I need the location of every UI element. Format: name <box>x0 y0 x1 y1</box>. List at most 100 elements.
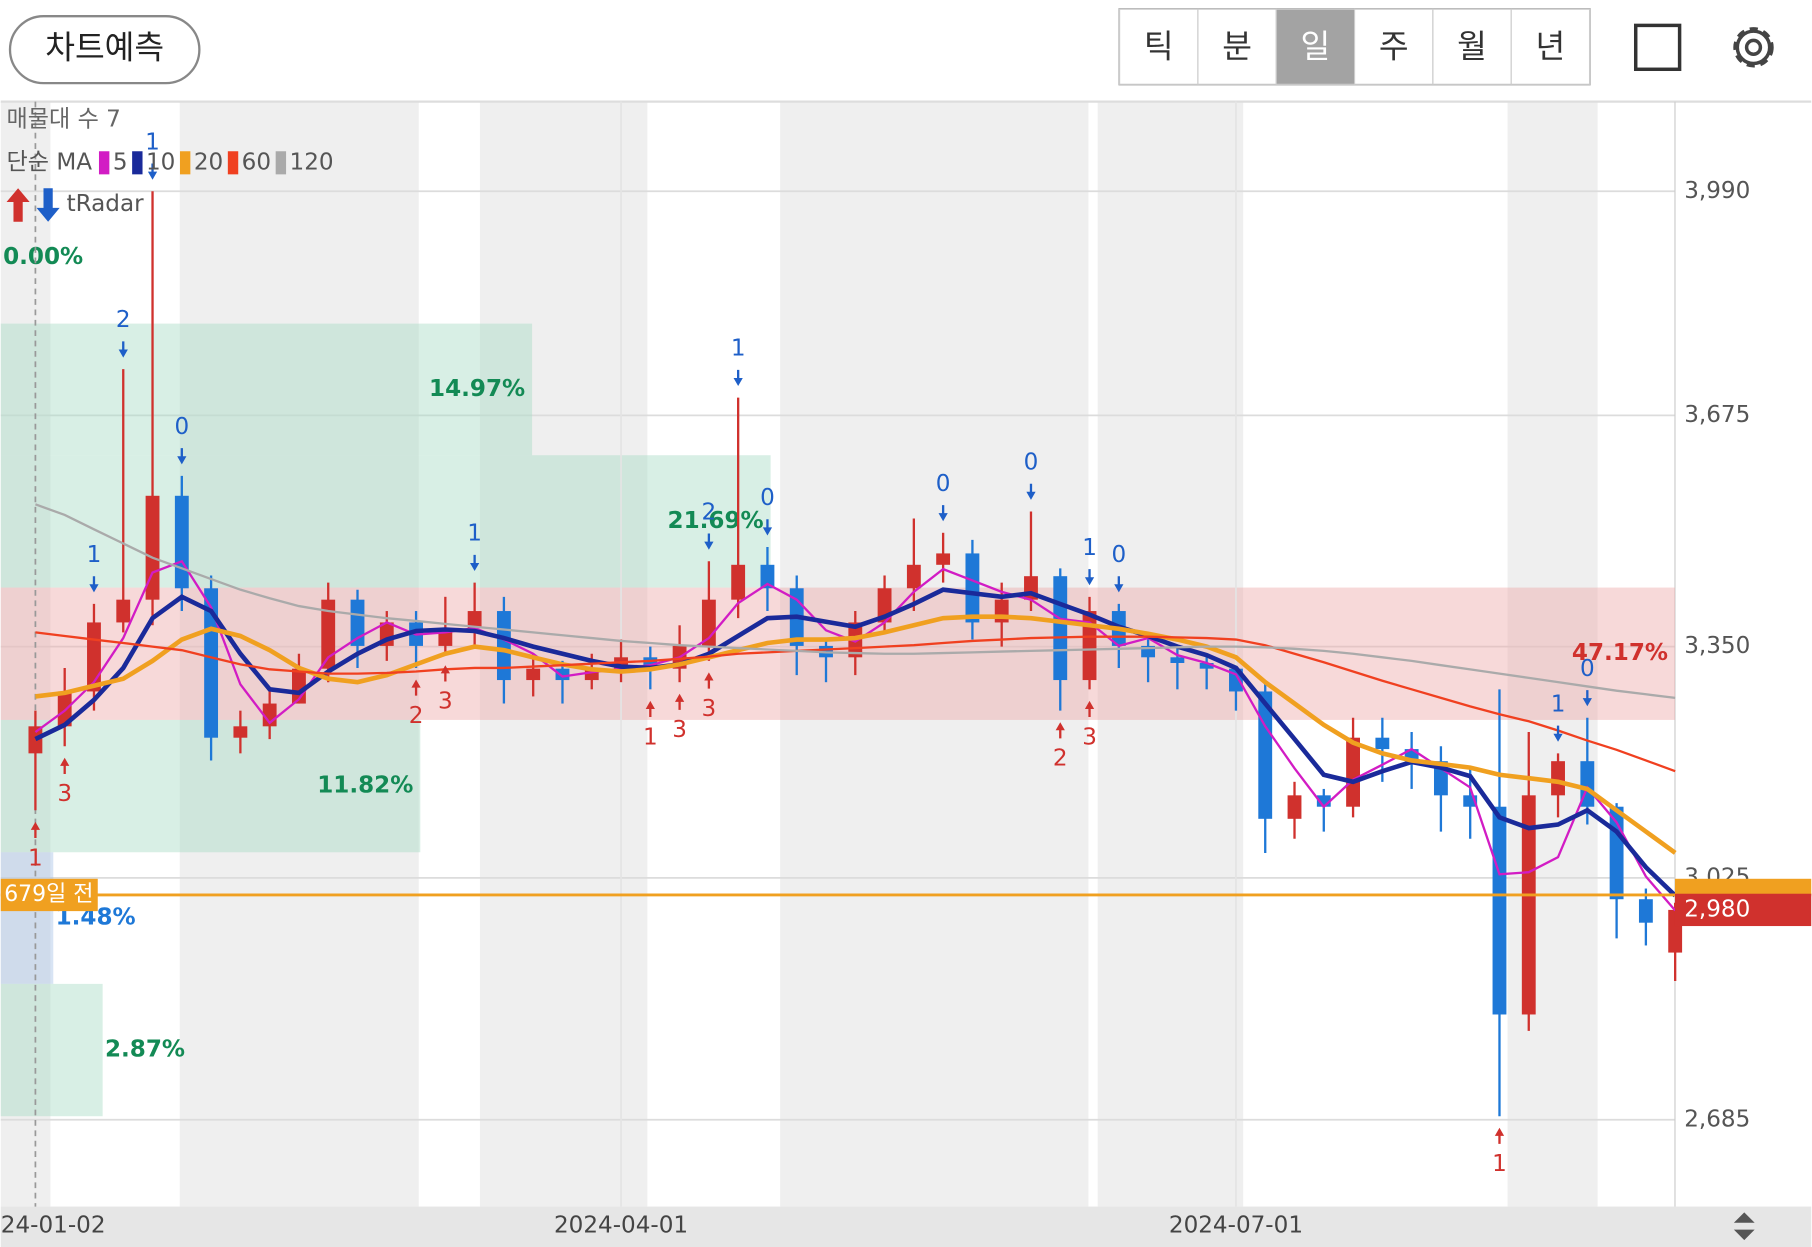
volume-zone <box>0 983 103 1117</box>
tab[interactable] <box>1197 8 1277 85</box>
month-band <box>1507 101 1598 1207</box>
candle-body <box>204 588 219 738</box>
signal-arrow <box>1055 722 1065 739</box>
signal-label: 1 <box>1082 535 1097 561</box>
ma-line <box>34 587 1677 898</box>
x-tick-label: 24-01-02 <box>1 1213 106 1239</box>
tab-label[interactable]: 틱 <box>1144 27 1174 65</box>
candle-body <box>936 553 951 565</box>
indicator-down-icon <box>36 188 60 222</box>
tab-label[interactable]: 일 <box>1301 27 1331 65</box>
candle-body <box>1638 899 1653 923</box>
candle-body <box>1199 662 1214 669</box>
signal-label: 3 <box>1082 724 1097 750</box>
tab-selected[interactable] <box>1275 8 1356 85</box>
signal-arrow <box>470 554 480 572</box>
reference-price-box <box>1674 878 1812 895</box>
signal-arrow <box>177 448 187 465</box>
tab[interactable] <box>1510 8 1591 85</box>
legend-swatch <box>227 151 239 175</box>
candle-body <box>1170 657 1185 663</box>
signal-arrow <box>733 369 743 387</box>
legend-swatch <box>275 151 287 175</box>
signal-label: 1 <box>731 336 746 362</box>
fullscreen-icon[interactable] <box>1633 23 1682 72</box>
signal-arrow <box>118 341 128 358</box>
legend-label: 5 <box>113 149 128 175</box>
tab[interactable] <box>1432 8 1512 85</box>
signal-label: 3 <box>438 689 453 715</box>
candle-body <box>1346 737 1361 807</box>
signal-arrow <box>704 672 714 689</box>
candle-body <box>233 726 248 738</box>
volume-profile-title: 매물대 수 7 <box>7 107 121 133</box>
candle-body <box>965 553 980 623</box>
signal-arrow <box>1553 725 1563 742</box>
indicator-label: tRadar <box>67 191 145 217</box>
tab-label[interactable]: 월 <box>1457 27 1487 65</box>
signal-arrow <box>645 700 655 718</box>
reference-label-box <box>0 878 98 912</box>
signal-label: 0 <box>1580 656 1595 682</box>
signal-label: 1 <box>145 129 160 155</box>
x-tick-label: 2024-04-01 <box>554 1213 688 1239</box>
volume-zone-label: 47.17% <box>1572 640 1668 666</box>
predict-button-label[interactable]: 차트예측 <box>45 29 164 67</box>
candle-body <box>57 691 72 727</box>
gear-body <box>1735 29 1772 66</box>
signal-arrow <box>674 693 685 710</box>
current-price-box <box>1674 893 1812 927</box>
legend-title: 단순 MA <box>7 149 93 175</box>
y-tick-label: 3,350 <box>1684 633 1750 659</box>
signal-label: 1 <box>1492 1151 1507 1177</box>
legend-label: 20 <box>194 149 223 175</box>
legend-swatch <box>132 151 143 175</box>
candle-body <box>116 599 131 623</box>
volume-zone <box>0 323 533 456</box>
candle-body <box>1463 795 1478 807</box>
tab[interactable] <box>1119 8 1199 85</box>
settings-icon[interactable] <box>1733 27 1774 68</box>
signal-label: 3 <box>672 717 687 743</box>
candle-body <box>760 564 775 589</box>
candle-body <box>1521 795 1536 1015</box>
candle-body <box>1316 795 1331 807</box>
candle-body <box>1258 691 1273 819</box>
signal-label: 3 <box>57 781 72 807</box>
signal-label: 0 <box>936 471 951 497</box>
volume-zone <box>0 852 54 984</box>
candle-body <box>1053 576 1068 681</box>
month-band <box>1097 101 1244 1207</box>
signal-label: 2 <box>116 307 131 333</box>
signal-label: 0 <box>760 485 775 511</box>
signal-label: 1 <box>467 521 482 547</box>
signal-label: 2 <box>702 499 717 525</box>
signal-arrow <box>147 163 158 180</box>
signal-label: 1 <box>1551 691 1566 717</box>
x-tick-label: 2024-07-01 <box>1169 1213 1303 1239</box>
gear-hole <box>1744 38 1763 56</box>
candle-body <box>1492 806 1507 1015</box>
tab-label[interactable]: 년 <box>1536 27 1566 65</box>
reference-label: 679일 전 <box>4 882 93 907</box>
tab-label[interactable]: 분 <box>1222 27 1252 65</box>
candle-body <box>1141 645 1156 658</box>
resize-icon[interactable] <box>1733 1212 1755 1241</box>
predict-button[interactable] <box>8 15 201 85</box>
signal-label: 1 <box>28 845 43 871</box>
candle-body <box>906 564 921 589</box>
candle-body <box>174 495 189 589</box>
legend-label: 120 <box>290 149 334 175</box>
date-bar <box>0 1206 1812 1247</box>
ma-line <box>35 503 1676 700</box>
volume-zone-label: 0.00% <box>3 244 83 270</box>
candle-body <box>28 726 43 754</box>
candle-body <box>643 657 658 669</box>
tab-label[interactable]: 주 <box>1379 27 1409 65</box>
signal-label: 3 <box>702 696 717 722</box>
candle-body <box>555 668 570 681</box>
candle-body <box>1287 795 1302 819</box>
legend-label: 10 <box>146 149 175 175</box>
